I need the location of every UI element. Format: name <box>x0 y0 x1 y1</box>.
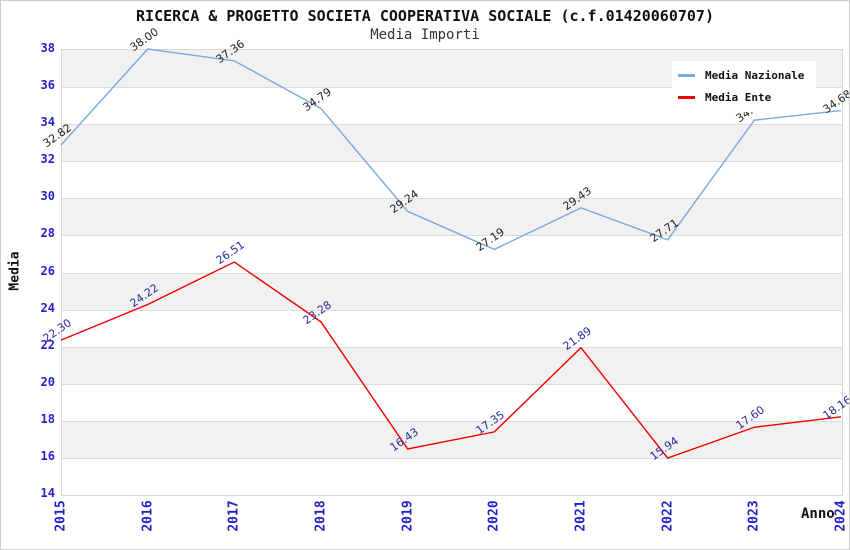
y-tick-label: 34 <box>40 115 55 130</box>
y-tick-label: 30 <box>40 189 55 204</box>
gridline <box>62 383 842 385</box>
chart-title: RICERCA & PROGETTO SOCIETA COOPERATIVA S… <box>136 7 714 25</box>
gridline <box>62 235 842 237</box>
x-tick-label: 2016 <box>140 500 156 532</box>
x-tick-label: 2020 <box>486 500 502 532</box>
gridline <box>62 198 842 200</box>
y-tick-label: 18 <box>40 411 55 426</box>
x-tick-label: 2015 <box>53 500 69 532</box>
gridline <box>62 346 842 348</box>
y-axis-title: Media <box>7 251 23 291</box>
y-tick-label: 16 <box>40 448 55 463</box>
y-tick-label: 14 <box>40 486 55 500</box>
grid-band <box>62 124 842 162</box>
gridline <box>62 420 842 422</box>
x-tick-label: 2017 <box>226 500 242 532</box>
legend-label: Media Ente <box>705 91 772 104</box>
legend-line-swatch-blue <box>678 74 695 77</box>
y-tick-label: 22 <box>40 337 55 352</box>
gridline <box>62 161 842 163</box>
grid-band <box>62 198 842 236</box>
legend-box: Media Nazionale Media Ente <box>672 61 817 112</box>
legend-item-ente: Media Ente <box>678 88 804 107</box>
y-tick-label: 36 <box>40 78 55 93</box>
y-tick-label: 26 <box>40 263 55 278</box>
gridline <box>62 457 842 459</box>
x-tick-label: 2021 <box>573 500 589 532</box>
y-tick-label: 28 <box>40 226 55 241</box>
x-tick-label: 2023 <box>746 500 762 532</box>
x-tick-label: 2024 <box>833 500 849 532</box>
legend-item-nazionale: Media Nazionale <box>678 66 804 85</box>
legend-label: Media Nazionale <box>705 69 805 82</box>
x-tick-label: 2022 <box>660 500 676 532</box>
grid-band <box>62 346 842 384</box>
y-tick-label: 32 <box>40 152 55 167</box>
gridline <box>62 309 842 311</box>
y-tick-label: 24 <box>40 300 55 315</box>
gridline <box>62 124 842 126</box>
grid-band <box>62 272 842 310</box>
y-tick-label: 38 <box>40 41 55 55</box>
y-tick-label: 20 <box>40 374 55 389</box>
chart-subtitle: Media Importi <box>370 27 480 43</box>
grid-band <box>62 420 842 458</box>
x-tick-label: 2018 <box>313 500 329 532</box>
legend-line-swatch-red <box>678 96 695 99</box>
x-tick-label: 2019 <box>400 500 416 532</box>
gridline <box>62 272 842 274</box>
x-axis-title: Anno <box>801 506 835 522</box>
plot-area <box>61 49 843 496</box>
